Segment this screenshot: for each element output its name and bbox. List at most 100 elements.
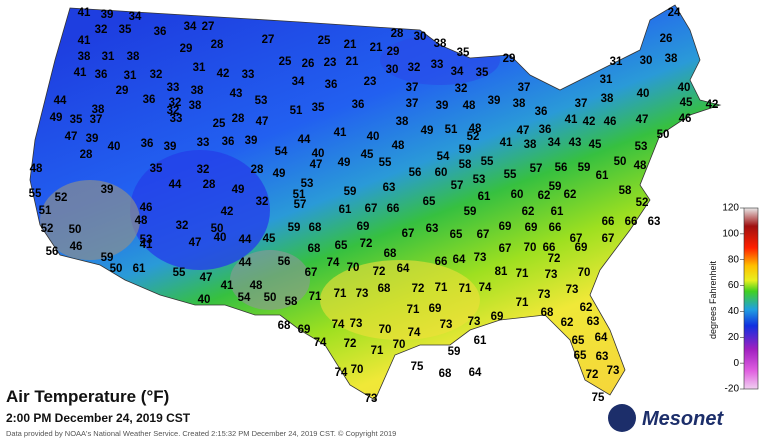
station-temp: 72 xyxy=(412,283,425,295)
station-temp: 66 xyxy=(435,256,448,268)
station-temp: 75 xyxy=(411,361,424,373)
station-temp: 59 xyxy=(288,222,301,234)
station-temp: 66 xyxy=(625,216,638,228)
station-temp: 61 xyxy=(478,191,491,203)
station-temp: 53 xyxy=(635,141,648,153)
station-temp: 41 xyxy=(500,137,513,149)
station-temp: 69 xyxy=(357,221,370,233)
station-temp: 63 xyxy=(587,316,600,328)
colorbar-tick-label: 40 xyxy=(728,306,740,317)
station-temp: 51 xyxy=(39,205,52,217)
station-temp: 59 xyxy=(464,206,477,218)
station-temp: 62 xyxy=(561,317,574,329)
station-temp: 28 xyxy=(211,39,224,51)
station-temp: 73 xyxy=(607,365,620,377)
colorbar-tick-label: 0 xyxy=(733,358,739,369)
station-temp: 68 xyxy=(439,368,452,380)
station-temp: 40 xyxy=(678,82,691,94)
station-temp: 74 xyxy=(314,337,327,349)
station-temp: 56 xyxy=(46,246,59,258)
station-temp: 40 xyxy=(367,131,380,143)
station-temp: 38 xyxy=(524,139,537,151)
station-temp: 67 xyxy=(305,267,318,279)
station-temp: 47 xyxy=(189,237,202,249)
station-temp: 33 xyxy=(242,69,255,81)
station-temp: 66 xyxy=(543,242,556,254)
station-temp: 72 xyxy=(344,338,357,350)
station-temp: 54 xyxy=(437,151,450,163)
station-temp: 23 xyxy=(324,57,337,69)
station-temp: 37 xyxy=(406,98,419,110)
station-temp: 69 xyxy=(298,324,311,336)
station-temp: 33 xyxy=(170,113,183,125)
station-temp: 41 xyxy=(565,114,578,126)
station-temp: 32 xyxy=(197,164,210,176)
station-temp: 25 xyxy=(279,56,292,68)
station-temp: 35 xyxy=(312,102,325,114)
station-temp: 65 xyxy=(574,350,587,362)
station-temp: 59 xyxy=(549,181,562,193)
station-temp: 61 xyxy=(339,204,352,216)
station-temp: 30 xyxy=(640,55,653,67)
station-temp: 45 xyxy=(589,139,602,151)
station-temp: 72 xyxy=(586,369,599,381)
station-temp: 62 xyxy=(522,206,535,218)
station-temp: 51 xyxy=(445,124,458,136)
station-temp: 63 xyxy=(426,223,439,235)
station-temp: 28 xyxy=(251,164,264,176)
station-temp: 62 xyxy=(538,190,551,202)
station-temp: 23 xyxy=(364,76,377,88)
station-temp: 51 xyxy=(290,105,303,117)
station-temp: 21 xyxy=(346,56,359,68)
station-temp: 50 xyxy=(110,263,123,275)
station-temp: 32 xyxy=(256,196,269,208)
station-temp: 39 xyxy=(101,9,114,21)
station-temp: 42 xyxy=(583,116,596,128)
station-temp: 27 xyxy=(202,21,215,33)
station-temp: 50 xyxy=(614,156,627,168)
station-temp: 41 xyxy=(74,67,87,79)
station-temp: 64 xyxy=(595,332,608,344)
station-temp: 40 xyxy=(214,232,227,244)
station-temp: 38 xyxy=(189,100,202,112)
station-temp: 40 xyxy=(637,88,650,100)
map-subtitle: 2:00 PM December 24, 2019 CST xyxy=(6,411,191,425)
station-temp: 36 xyxy=(154,26,167,38)
station-temp: 36 xyxy=(539,124,552,136)
station-temp: 32 xyxy=(169,97,182,109)
station-temp: 67 xyxy=(477,229,490,241)
station-temp: 50 xyxy=(264,292,277,304)
station-temp: 46 xyxy=(140,202,153,214)
station-temp: 29 xyxy=(387,46,400,58)
station-temp: 44 xyxy=(54,95,67,107)
station-temp: 46 xyxy=(679,113,692,125)
station-temp: 57 xyxy=(530,163,543,175)
station-temp: 58 xyxy=(285,296,298,308)
station-temp: 70 xyxy=(351,364,364,376)
colorbar xyxy=(743,207,759,390)
station-temp: 25 xyxy=(318,35,331,47)
colorbar-ticks: 120 100 80 60 40 20 0 -20 xyxy=(722,203,744,395)
station-temp: 72 xyxy=(548,253,561,265)
station-temp: 38 xyxy=(78,51,91,63)
station-temp: 50 xyxy=(69,224,82,236)
station-temp: 53 xyxy=(301,178,314,190)
station-temp: 74 xyxy=(408,327,421,339)
station-temp: 39 xyxy=(488,95,501,107)
station-temp: 53 xyxy=(255,95,268,107)
station-temp: 38 xyxy=(191,85,204,97)
station-temp: 50 xyxy=(211,223,224,235)
station-temp: 44 xyxy=(298,134,311,146)
station-temp: 59 xyxy=(448,346,461,358)
station-temp: 65 xyxy=(423,196,436,208)
station-temp: 27 xyxy=(262,34,275,46)
station-temp: 67 xyxy=(602,233,615,245)
footer-credit: Data provided by NOAA's National Weather… xyxy=(6,429,396,438)
station-temp: 48 xyxy=(634,160,647,172)
station-temp: 70 xyxy=(578,267,591,279)
station-temp: 73 xyxy=(538,289,551,301)
station-temp: 39 xyxy=(245,135,258,147)
station-temp: 65 xyxy=(450,229,463,241)
station-temp: 44 xyxy=(239,234,252,246)
